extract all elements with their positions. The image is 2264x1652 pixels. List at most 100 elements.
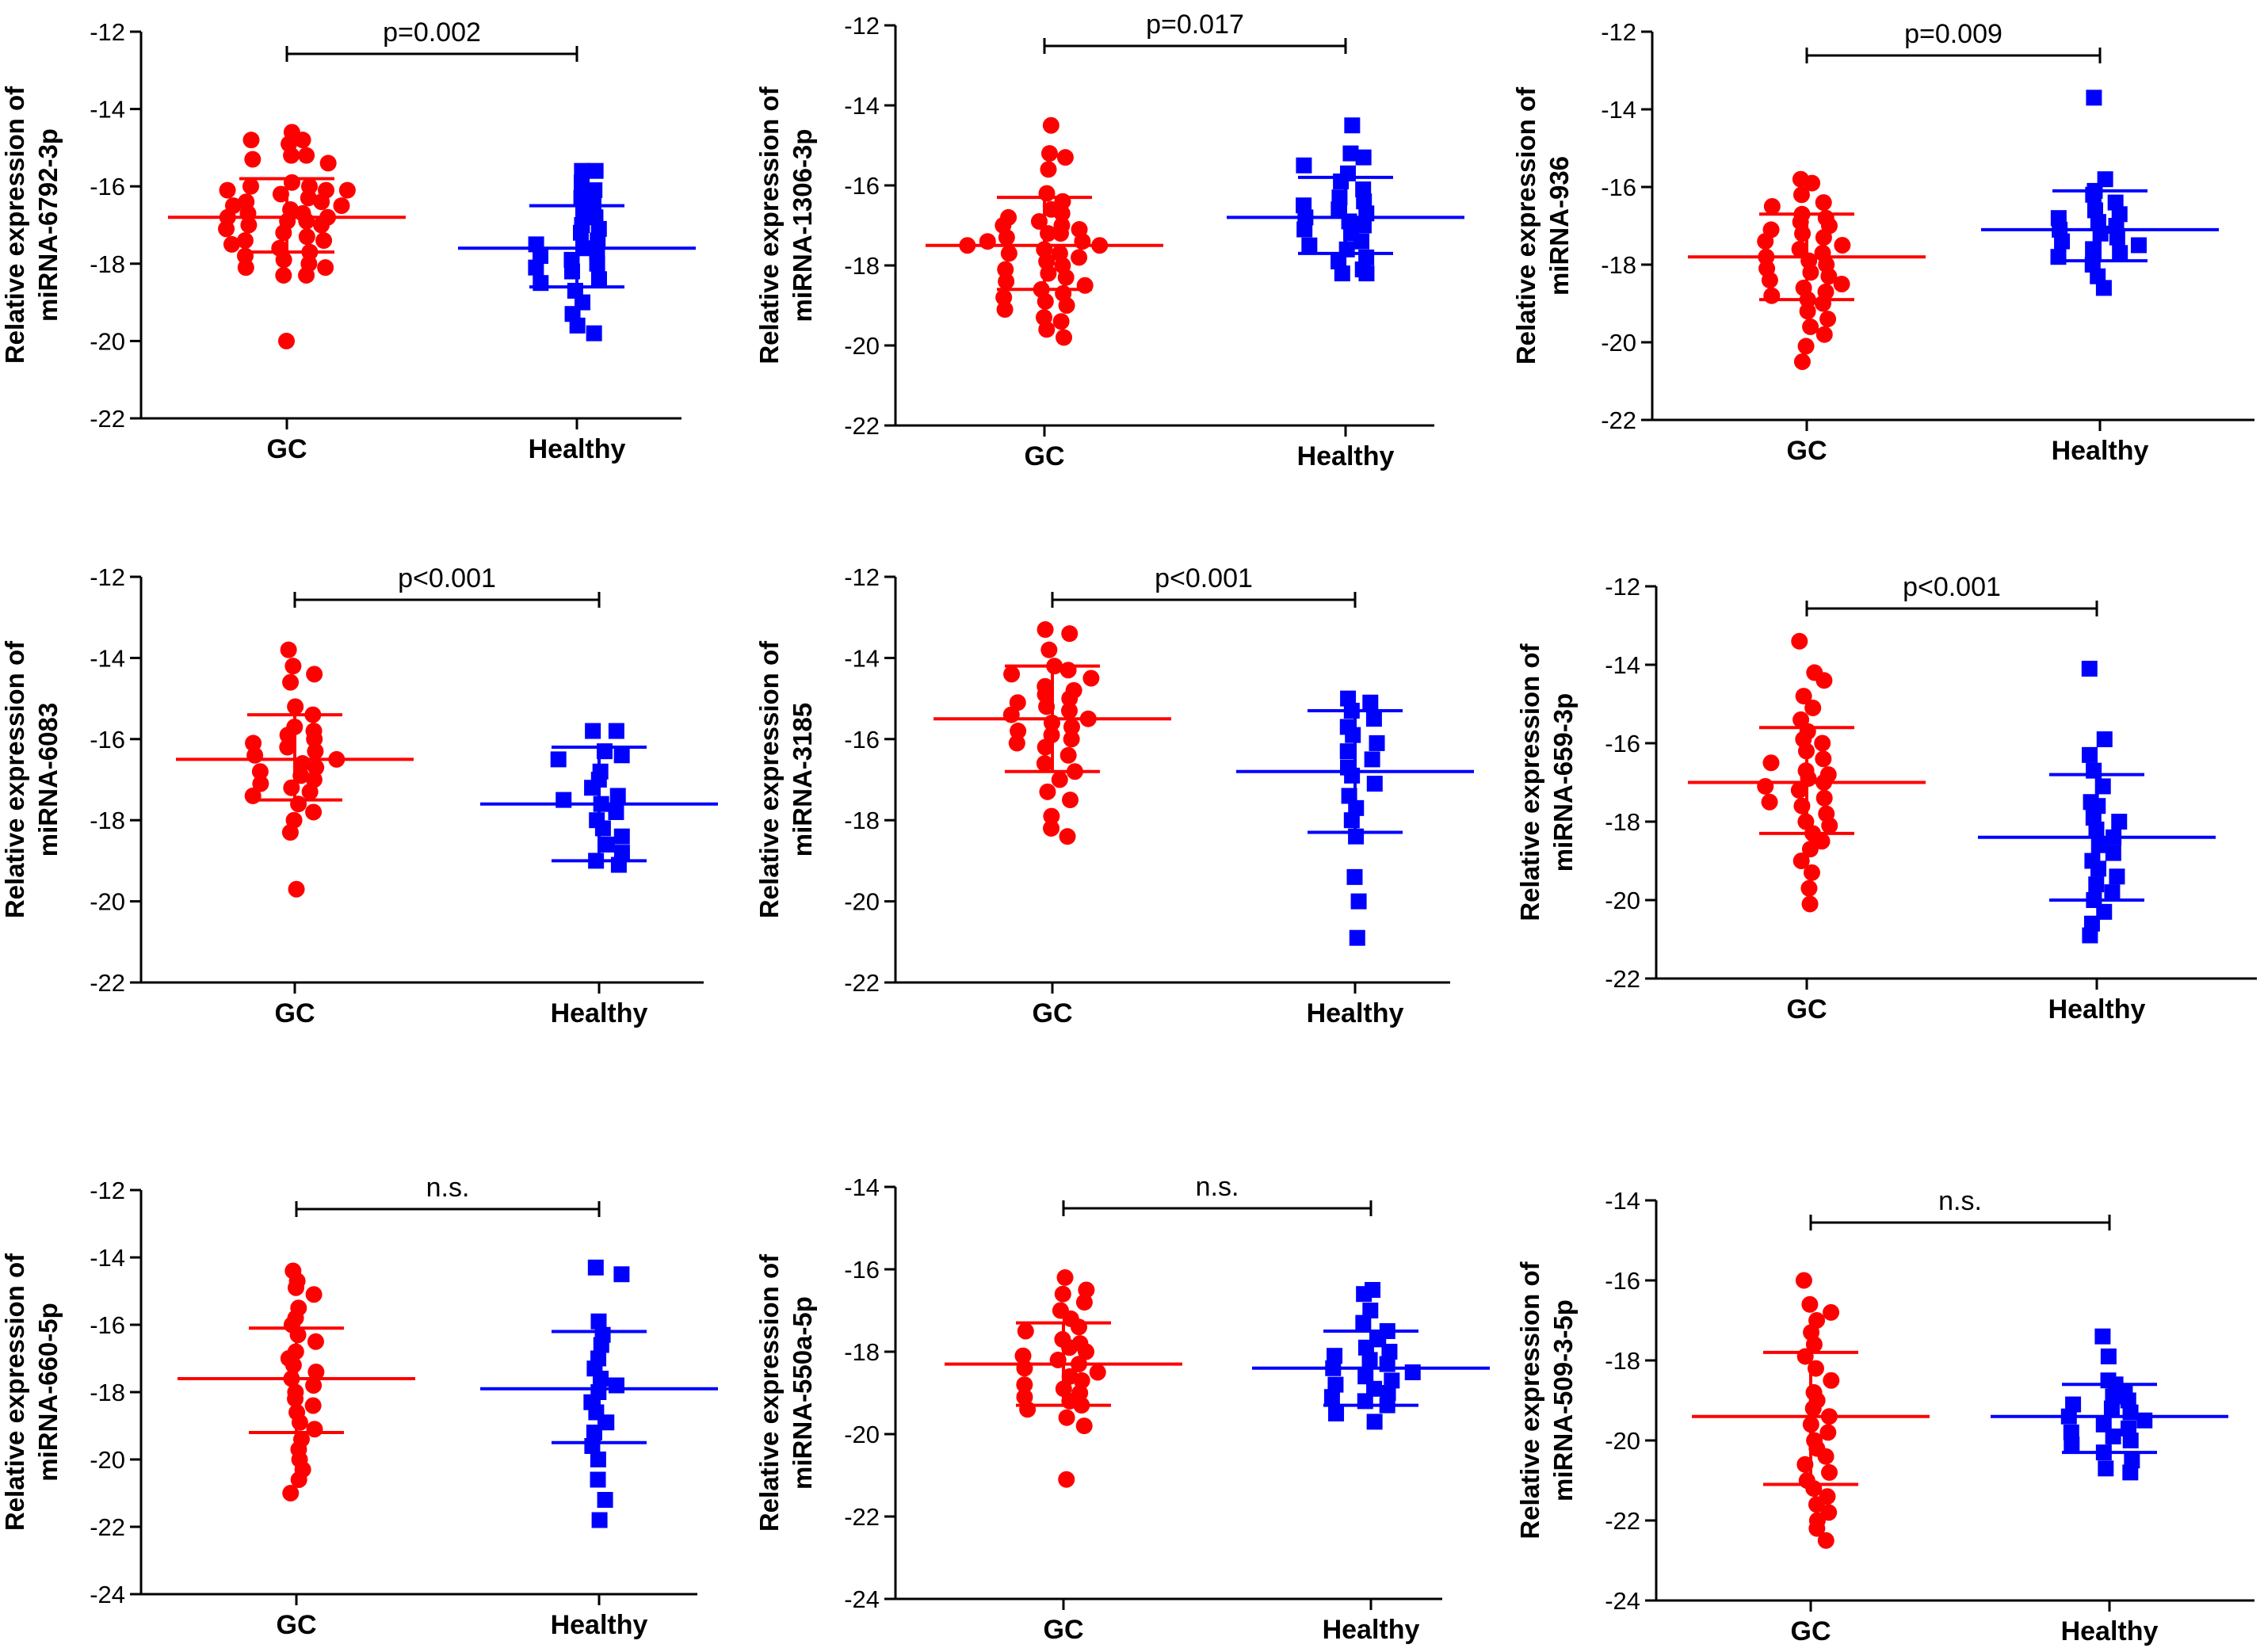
data-point-gc [1063,731,1080,748]
data-point-healthy [572,224,589,241]
y-axis-label-line1: Relative expression of [1511,86,1541,364]
y-tick-label: -18 [1601,251,1636,279]
data-point-healthy [1346,868,1363,885]
y-axis-label-line2: miRNA-1306-3p [788,129,817,322]
data-point-gc [1061,1339,1079,1356]
data-point-healthy [1331,201,1347,218]
data-point-healthy [594,820,611,837]
data-point-gc [298,266,315,284]
data-point-gc [1800,879,1818,897]
data-point-healthy [589,255,605,272]
data-point-gc [292,767,310,784]
data-point-healthy [1341,788,1357,804]
data-point-gc [1040,641,1058,658]
panel-9: -14 -16 -18 -20 -22 -24 GC Healthy Relative expr… [1515,1186,2254,1646]
data-point-gc [1019,1401,1037,1418]
data-point-gc [1043,819,1060,837]
data-point-gc [279,727,296,744]
data-point-healthy [1301,237,1318,254]
x-category-label: Healthy [1307,998,1404,1028]
x-category-label: Healthy [2061,1616,2159,1646]
y-tick-label: -22 [1605,965,1640,993]
series-gc [178,1262,415,1501]
data-point-healthy [613,747,630,764]
panel-3: -12 -14 -16 -18 -20 -22 GC Healthy Relative expr… [1511,18,2254,466]
y-tick-label: -22 [90,1513,125,1541]
y-tick-label: -24 [90,1581,125,1608]
y-tick-label: -12 [1605,573,1640,601]
y-tick-label: -16 [1601,174,1636,201]
data-point-healthy [1331,189,1348,206]
data-point-healthy [2081,660,2098,677]
data-point-gc [1801,841,1819,858]
data-point-gc [1089,1364,1106,1381]
data-point-gc [1792,186,1810,204]
data-point-healthy [597,1492,613,1508]
series-healthy [1978,660,2216,944]
data-point-gc [1834,237,1851,254]
y-tick-label: -20 [90,888,125,916]
y-tick-label: -24 [844,1585,880,1613]
data-point-gc [979,233,996,250]
data-point-gc [1010,723,1027,740]
data-point-gc [1075,1294,1093,1311]
data-point-healthy [1381,1344,1398,1360]
data-point-gc [272,185,289,203]
data-point-gc [283,147,300,164]
y-axis-label-line1: Relative expression of [754,86,784,364]
data-point-gc [1002,706,1020,723]
y-tick-label: -22 [844,1503,880,1531]
data-point-healthy [1353,233,1370,250]
data-point-gc [1051,771,1068,788]
data-point-gc [1763,198,1781,215]
data-point-gc [1821,817,1838,834]
y-tick-label: -16 [1605,1267,1640,1295]
data-point-gc [1061,625,1079,643]
data-point-gc [1814,734,1831,752]
data-point-healthy [593,1337,609,1353]
p-value-label: p=0.017 [1146,10,1244,40]
data-point-gc [218,220,235,238]
data-point-healthy [2130,237,2147,254]
data-point-healthy [1296,197,1312,214]
data-point-gc [1820,1463,1838,1481]
data-point-gc [1804,1400,1822,1417]
p-value-label: p=0.002 [383,17,481,48]
y-tick-label: -22 [844,412,880,440]
data-point-gc [307,742,324,760]
data-point-gc [1808,1520,1826,1537]
data-point-healthy [2122,1464,2139,1481]
data-point-gc [1074,233,1091,250]
data-point-healthy [2124,1452,2140,1469]
data-point-gc [1040,145,1058,162]
y-tick-label: -18 [844,807,880,834]
series-healthy [480,723,718,873]
y-tick-label: -16 [844,726,880,754]
data-point-healthy [1355,149,1372,166]
data-point-gc [282,1485,300,1501]
data-point-gc [306,666,323,683]
data-point-healthy [1350,893,1367,910]
data-point-healthy [1362,1303,1379,1318]
y-tick-label: -22 [90,969,125,997]
data-point-gc [1075,1417,1093,1435]
x-category-label: GC [1791,1616,1831,1646]
data-point-gc [1823,1303,1840,1321]
data-point-gc [1819,1424,1837,1441]
x-category-label: Healthy [551,1610,648,1640]
data-point-healthy [2120,1420,2136,1436]
y-tick-label: -12 [90,1177,125,1204]
data-point-gc [1036,755,1053,773]
data-point-gc [1038,698,1056,715]
data-point-healthy [608,1377,624,1394]
data-point-healthy [2122,1433,2139,1448]
data-point-healthy [1362,694,1379,711]
data-point-gc [1802,318,1819,335]
data-point-gc [1037,738,1054,756]
data-point-gc [294,132,311,149]
data-point-healthy [2063,1424,2079,1440]
panel-4: -12 -14 -16 -18 -20 -22 GC Healthy Relative expr… [0,563,718,1028]
panel-6: -12 -14 -16 -18 -20 -22 GC Healthy Relative expr… [1515,572,2257,1024]
data-point-healthy [608,803,624,820]
y-tick-label: -14 [1605,651,1640,679]
